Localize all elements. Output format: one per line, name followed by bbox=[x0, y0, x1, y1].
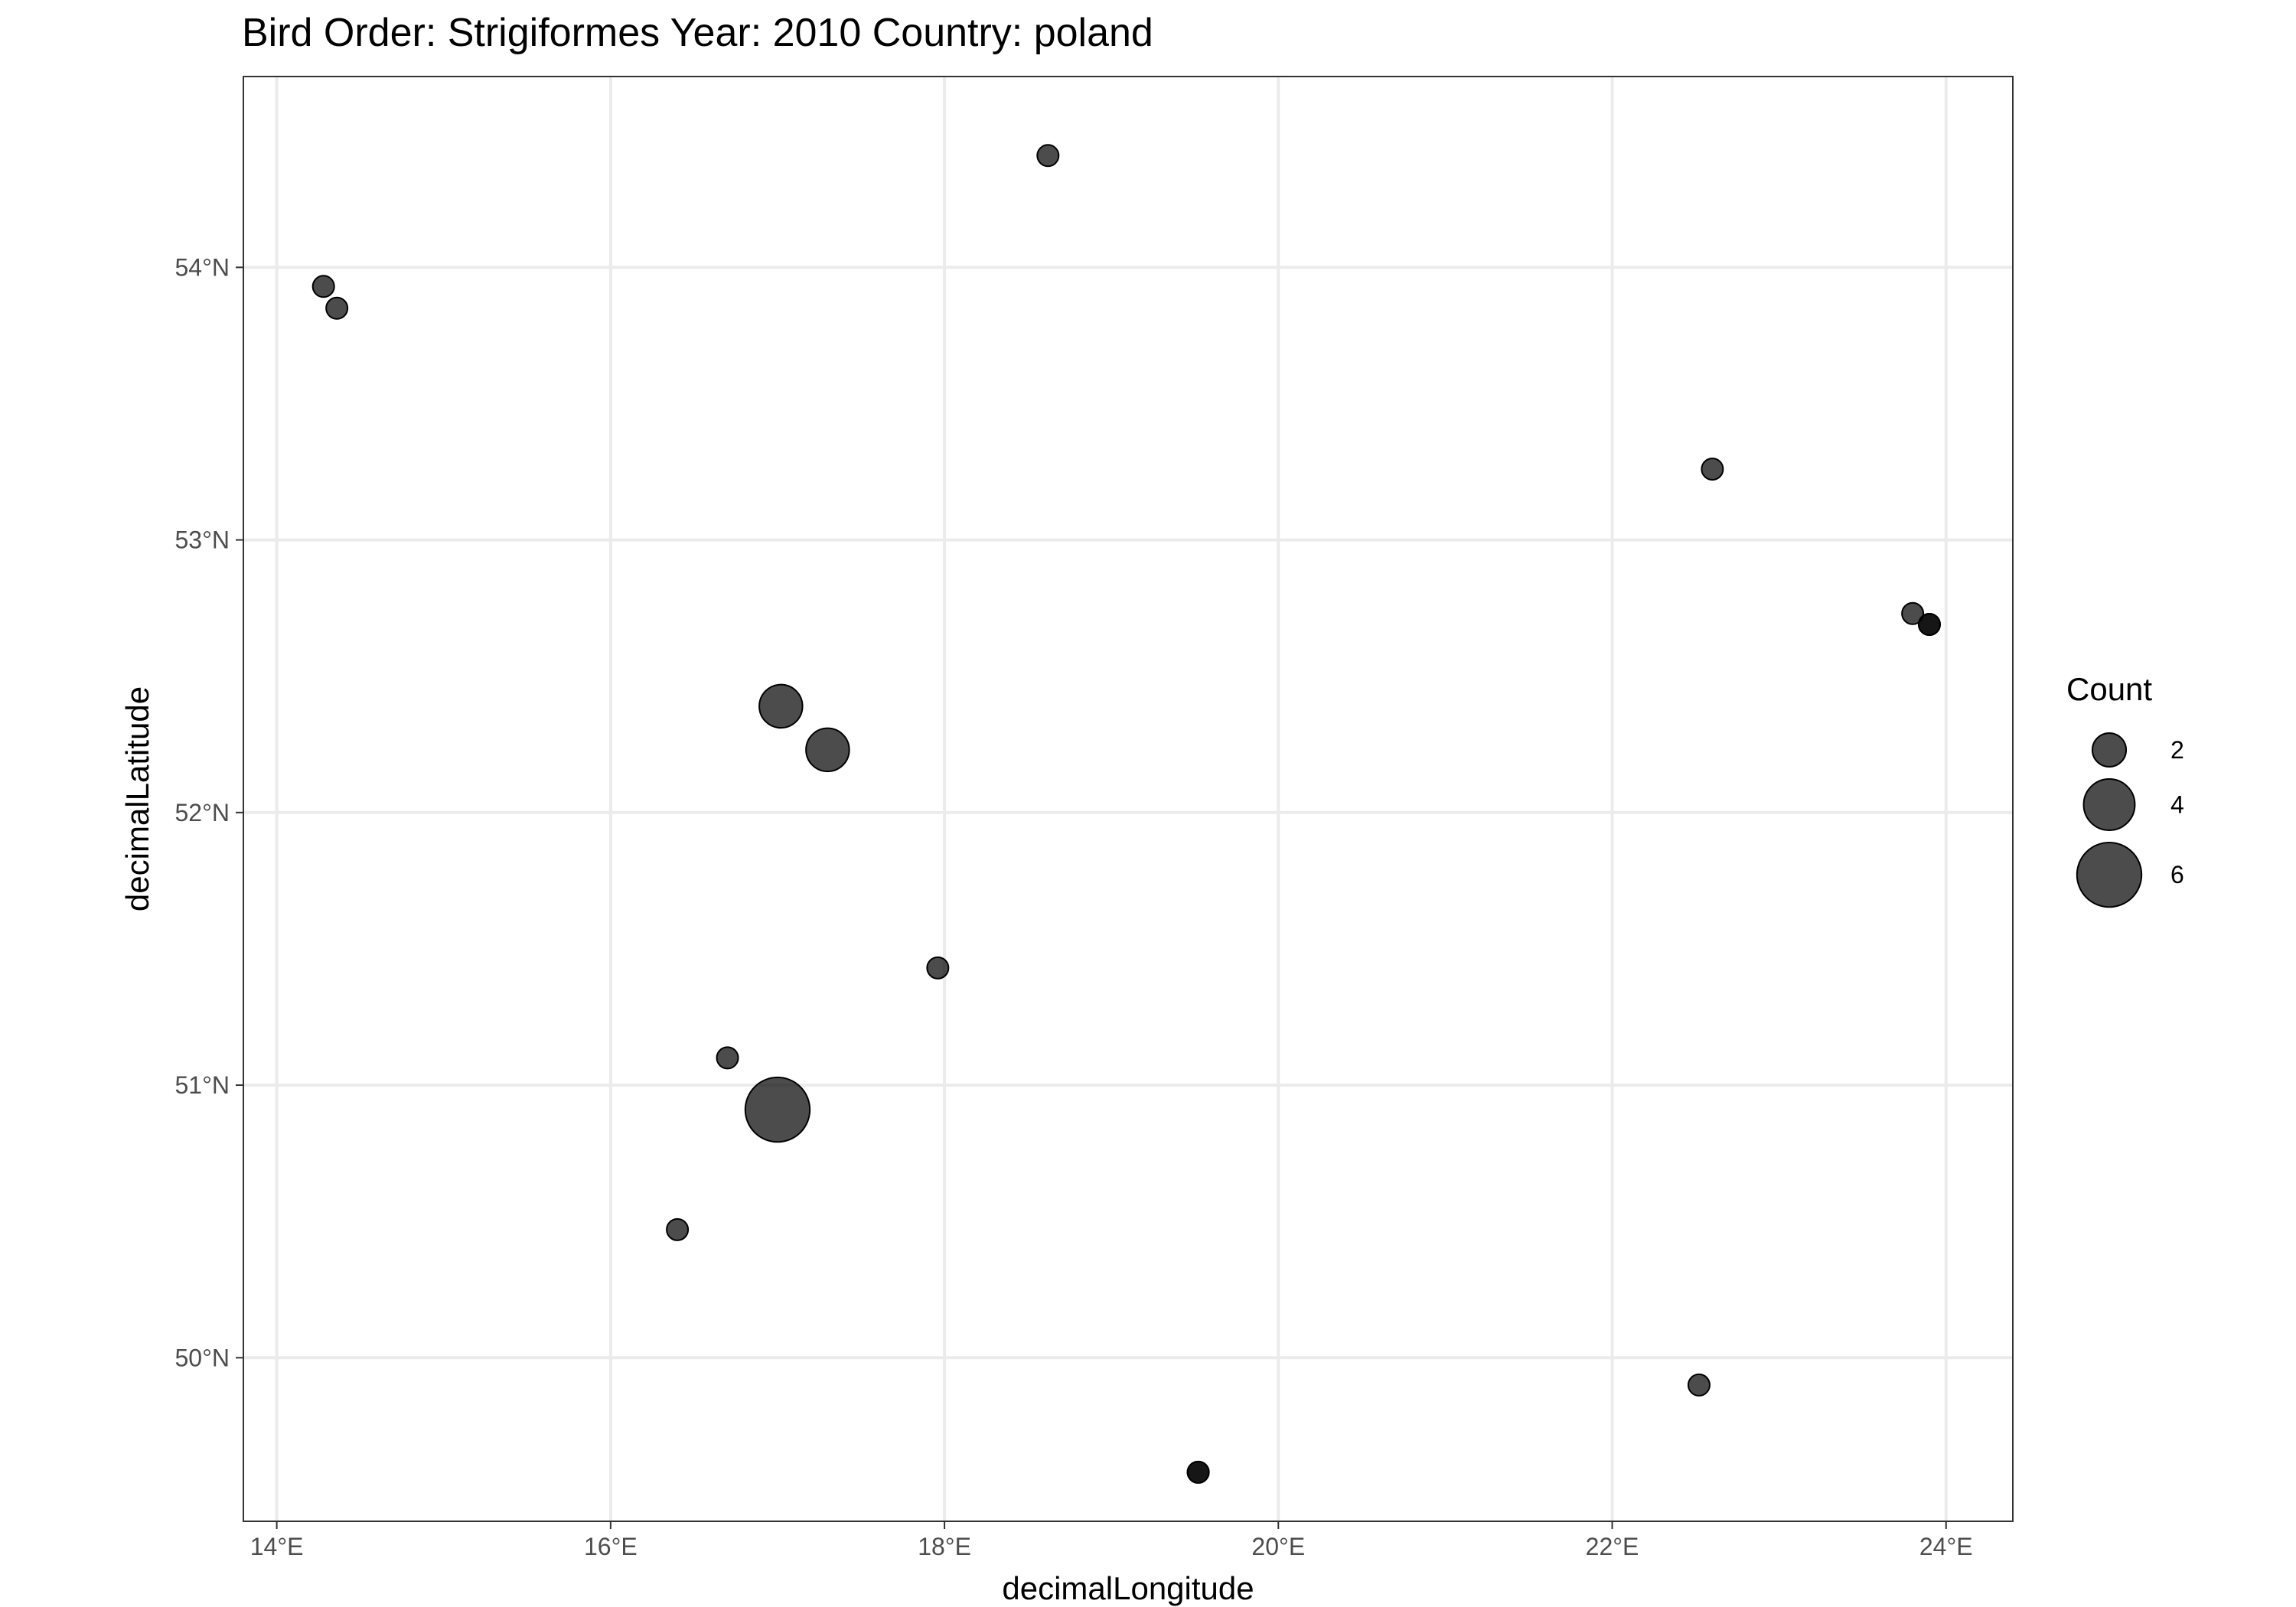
data-point-3 bbox=[1701, 457, 1724, 481]
legend-key-2 bbox=[2076, 841, 2143, 908]
legend-key-1 bbox=[2082, 778, 2136, 831]
data-point-0 bbox=[1036, 144, 1060, 168]
data-point-11 bbox=[744, 1076, 811, 1143]
y-tick-label-0: 50°N bbox=[175, 1344, 230, 1371]
panel-border bbox=[243, 76, 2014, 1522]
x-tick-label-4: 22°E bbox=[1586, 1533, 1639, 1560]
x-tick-label-1: 16°E bbox=[584, 1533, 638, 1560]
chart-title: Bird Order: Strigiformes Year: 2010 Coun… bbox=[242, 11, 1153, 55]
y-tick-label-1: 51°N bbox=[175, 1071, 230, 1099]
data-points bbox=[311, 144, 1941, 1484]
data-point-4 bbox=[1901, 601, 1925, 625]
x-axis-title: decimalLongitude bbox=[1002, 1570, 1254, 1606]
grid-lines bbox=[243, 77, 2013, 1521]
x-tick-label-5: 24°E bbox=[1919, 1533, 1973, 1560]
x-tick-label-3: 20°E bbox=[1251, 1533, 1305, 1560]
legend-label-2: 6 bbox=[2170, 861, 2184, 888]
data-point-15 bbox=[1186, 1460, 1210, 1484]
x-tick-label-0: 14°E bbox=[250, 1533, 304, 1560]
legend-label-1: 4 bbox=[2170, 790, 2184, 818]
data-point-6 bbox=[1917, 613, 1941, 637]
legend: Count 2 4 6 bbox=[2066, 671, 2184, 908]
data-point-8 bbox=[805, 727, 850, 773]
legend-label-0: 2 bbox=[2170, 736, 2184, 764]
legend-title: Count bbox=[2066, 671, 2152, 707]
legend-key-0 bbox=[2091, 732, 2128, 768]
y-tick-label-3: 53°N bbox=[175, 526, 230, 554]
y-tick-label-2: 52°N bbox=[175, 799, 230, 826]
y-tick-label-4: 54°N bbox=[175, 253, 230, 281]
data-point-1 bbox=[311, 275, 335, 298]
y-axis-title: decimalLatitude bbox=[119, 686, 155, 911]
data-point-10 bbox=[716, 1046, 739, 1070]
data-point-9 bbox=[926, 956, 950, 980]
data-point-2 bbox=[325, 296, 349, 320]
data-point-13 bbox=[1687, 1373, 1711, 1397]
data-point-7 bbox=[758, 683, 804, 729]
data-point-12 bbox=[666, 1217, 690, 1241]
axis-ticks: 14°E 16°E 18°E 20°E 22°E 24°E 50°N 51°N 52°N 53°N… bbox=[175, 253, 1973, 1560]
x-tick-label-2: 18°E bbox=[918, 1533, 971, 1560]
